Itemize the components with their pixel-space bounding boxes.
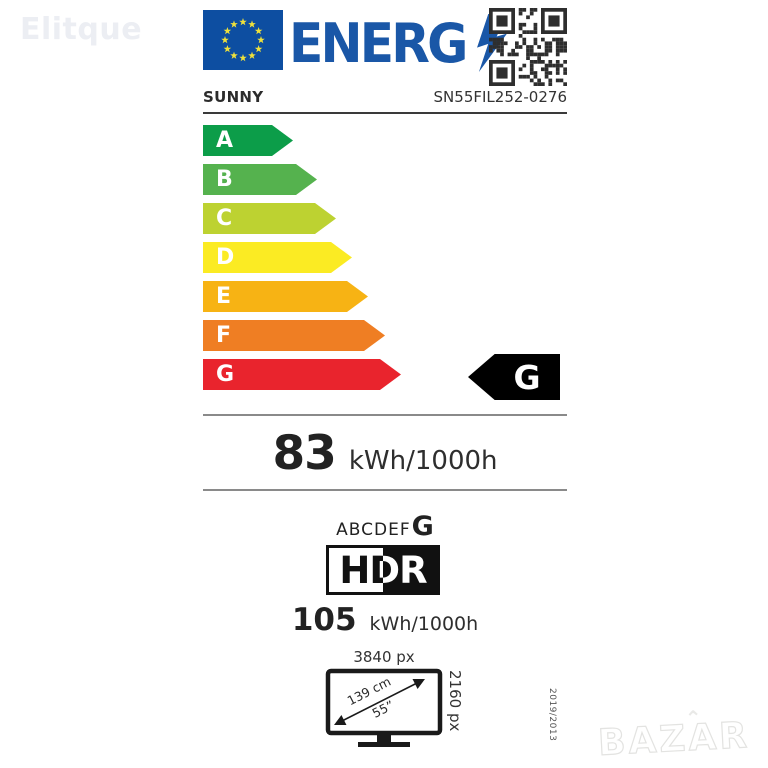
hdr-class-scale: ABCDEF G	[203, 511, 567, 542]
bazar-hat-decoration: ⌃	[684, 705, 706, 731]
sdr-consumption-value: 83	[272, 426, 336, 481]
energy-scale: A B C D E F G	[203, 125, 401, 398]
class-arrow-e: E	[203, 281, 368, 312]
hdr-logo-black-half	[383, 548, 437, 592]
class-arrow-d: D	[203, 242, 352, 273]
hdr-logo: HDR HDR	[326, 545, 440, 595]
rating-class-arrow: G	[468, 354, 560, 400]
screen-diagram: 3840 px 139 cm 55” 2160 px	[319, 648, 469, 758]
energ-logo: ENERG	[289, 11, 495, 75]
hdr-logo-text: HDR	[339, 548, 428, 592]
hdr-consumption-value: 105	[291, 602, 357, 638]
qr-code	[489, 8, 567, 86]
watermark-elitque: Elitque	[20, 12, 143, 47]
sdr-consumption: 83 kWh/1000h	[203, 426, 567, 481]
sdr-consumption-unit: kWh/1000h	[348, 446, 498, 476]
brand-row: SUNNY SN55FIL252-0276	[203, 88, 567, 114]
divider-line	[203, 414, 567, 416]
divider-line	[203, 489, 567, 491]
screen-width-label: 3840 px	[353, 648, 415, 666]
tv-icon: 139 cm 55”	[325, 668, 443, 747]
class-arrow-g: G	[203, 359, 401, 390]
watermark-bazar: BAZAR ⌃	[596, 705, 751, 764]
energ-logo-text: ENERG	[289, 11, 468, 75]
hdr-class-letters: ABCDEF	[336, 520, 411, 540]
model-number: SN55FIL252-0276	[433, 88, 567, 106]
class-arrow-a: A	[203, 125, 293, 156]
hdr-selected-class: G	[411, 511, 434, 542]
screen-height-label: 2160 px	[446, 670, 464, 732]
class-arrow-c: C	[203, 203, 336, 234]
hdr-logo-text: HDR	[339, 548, 427, 592]
class-arrow-b: B	[203, 164, 317, 195]
hdr-consumption: 105 kWh/1000h	[203, 602, 567, 638]
brand-name: SUNNY	[203, 88, 264, 106]
hdr-consumption-unit: kWh/1000h	[369, 613, 479, 635]
eu-flag-icon	[203, 10, 283, 70]
regulation-number: 2019/2013	[547, 688, 557, 742]
class-arrow-f: F	[203, 320, 385, 351]
